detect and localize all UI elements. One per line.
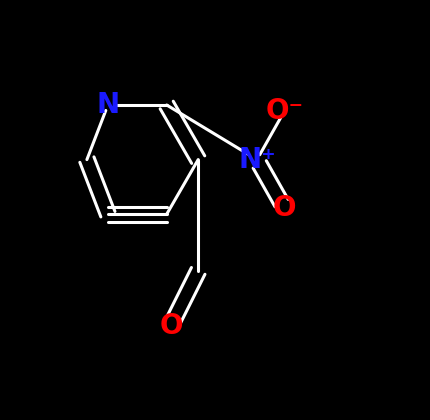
Text: O: O [273,194,296,222]
Text: N: N [96,91,120,119]
Text: O⁻: O⁻ [265,97,303,125]
Text: N⁺: N⁺ [238,146,276,173]
Text: O: O [159,312,183,339]
